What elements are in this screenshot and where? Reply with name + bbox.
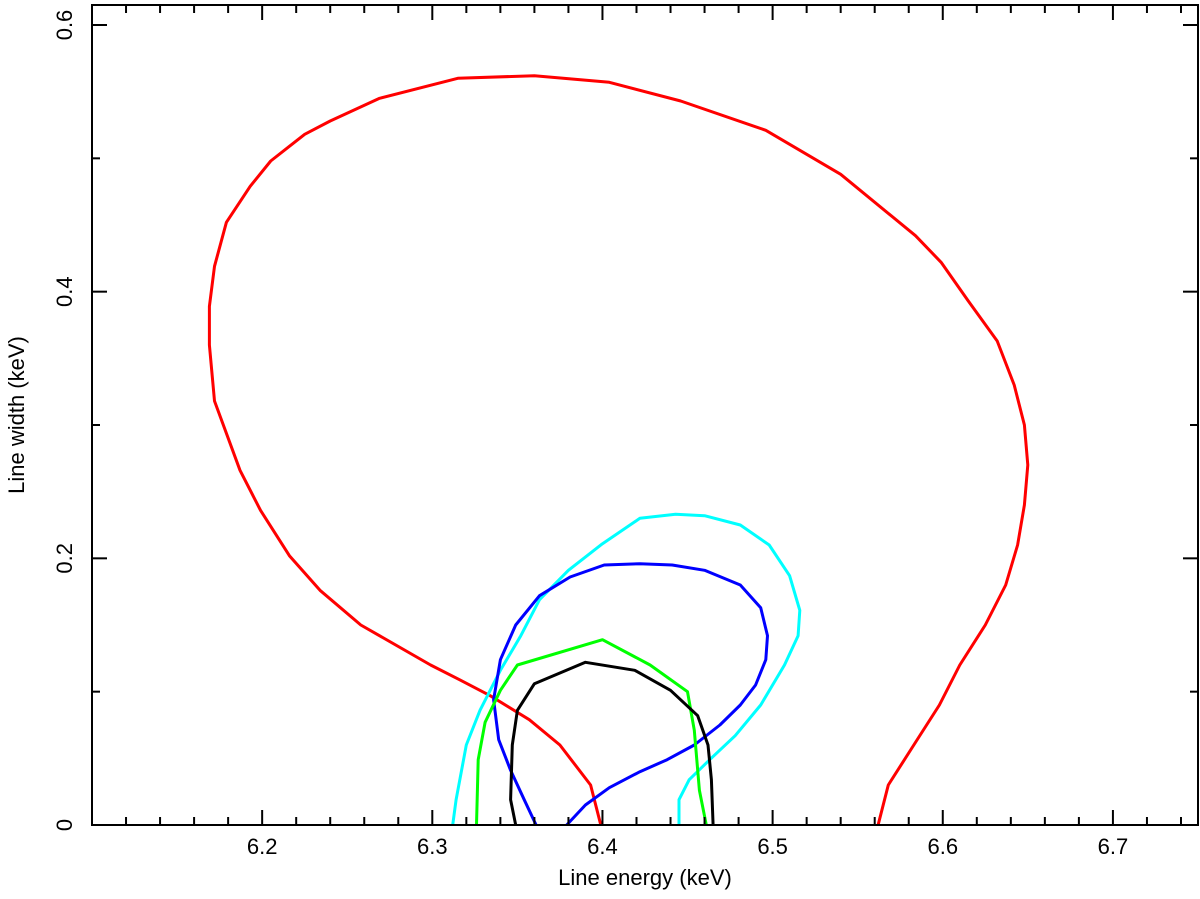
x-tick-label: 6.3 — [417, 834, 448, 859]
y-tick-label: 0 — [52, 819, 77, 831]
x-tick-label: 6.7 — [1098, 834, 1129, 859]
x-tick-label: 6.6 — [927, 834, 958, 859]
contour-line — [509, 660, 715, 826]
x-tick-label: 6.4 — [587, 834, 618, 859]
plot-frame — [91, 4, 1199, 826]
x-axis-label: Line energy (keV) — [558, 865, 732, 890]
y-axis-label: Line width (keV) — [4, 336, 29, 494]
x-tick-label: 6.5 — [757, 834, 788, 859]
y-tick-label: 0.4 — [52, 276, 77, 307]
contour-line — [207, 74, 1030, 826]
x-tick-label: 6.2 — [247, 834, 278, 859]
y-tick-label: 0.2 — [52, 543, 77, 574]
contour-line — [492, 562, 769, 827]
y-tick-label: 0.6 — [52, 10, 77, 41]
contour-line — [475, 638, 708, 826]
